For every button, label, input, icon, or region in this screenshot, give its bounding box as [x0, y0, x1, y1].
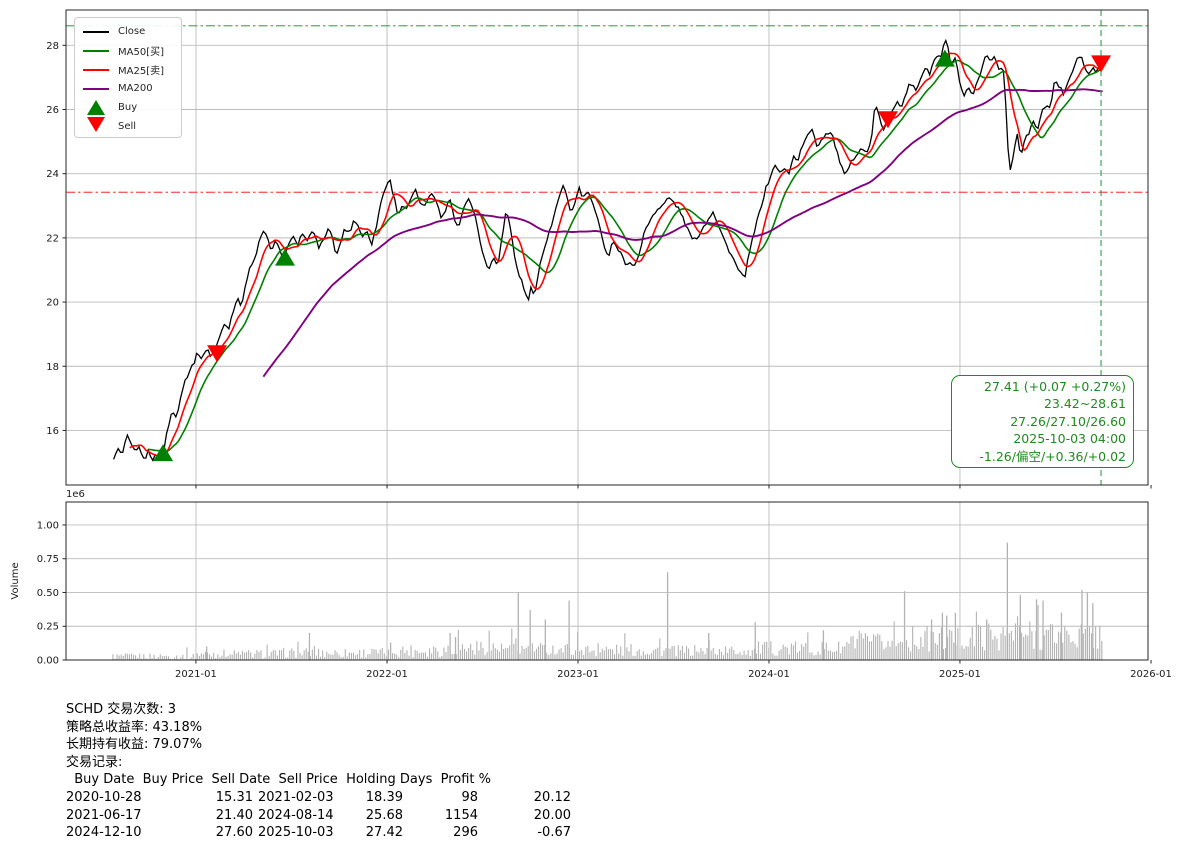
legend-item-sell: Sell [81, 117, 181, 136]
annotation-range: 23.42~28.61 [1043, 396, 1126, 412]
legend-item-close: Close [81, 22, 181, 41]
trade-count: SCHD 交易次数: 3 [66, 702, 177, 717]
svg-text:2022-01: 2022-01 [366, 669, 408, 680]
profit-pct: -0.67 [537, 825, 571, 841]
svg-text:0.75: 0.75 [37, 554, 59, 565]
ma50-line-swatch [83, 49, 109, 52]
legend-item-buy: Buy [81, 98, 181, 117]
legend-label: Buy [118, 102, 138, 113]
buy-triangle-icon [87, 100, 105, 115]
holding-days: 98 [461, 789, 478, 805]
trade-log-title: 交易记录: [66, 754, 123, 770]
buy-date: 2020-10-28 [66, 789, 142, 805]
sell-price: 27.42 [365, 825, 403, 841]
axes-spines [65, 9, 1149, 661]
svg-text:2023-01: 2023-01 [557, 669, 599, 680]
annotation-bias: -1.26/偏空/+0.36/+0.02 [979, 448, 1126, 464]
strategy-return: 策略总收益率: 43.18% [66, 719, 203, 735]
chart-canvas: 16 18 20 22 24 26 28 0.00 0.25 0.50 0.75 1.00 2021-0… [10, 9, 1172, 680]
close-line-swatch [83, 30, 109, 33]
ma25-line-swatch [83, 68, 109, 71]
svg-text:22: 22 [46, 233, 59, 244]
buy-sell-markers [153, 49, 1112, 462]
legend-label: MA200 [118, 83, 153, 94]
axis-ticks-and-labels: 16 18 20 22 24 26 28 0.00 0.25 0.50 0.75 1.00 2021-0… [10, 41, 1172, 680]
sell-date: 2025-10-03 [258, 825, 334, 841]
ma200-line-swatch [83, 87, 109, 90]
profit-pct: 20.00 [533, 807, 571, 823]
legend-item-ma200: MA200 [81, 79, 181, 98]
sell-triangle-icon [87, 117, 105, 132]
svg-text:0.25: 0.25 [37, 622, 59, 633]
svg-text:0.00: 0.00 [37, 656, 59, 667]
reference-lines [66, 25, 1148, 193]
svg-text:2026-01: 2026-01 [1130, 669, 1172, 680]
holding-days: 296 [453, 825, 478, 841]
svg-text:28: 28 [46, 41, 59, 52]
buy-price: 21.40 [215, 807, 253, 823]
volume-bars [112, 542, 1103, 660]
last-quote-annotation: 27.41 (+0.07 +0.27%) 23.42~28.61 27.26/2… [951, 375, 1134, 468]
buy-price: 27.60 [215, 825, 253, 841]
svg-text:1.00: 1.00 [37, 520, 59, 531]
legend: Close MA50[买] MA25[卖] MA200 Buy Sell [74, 17, 182, 138]
svg-text:1e6: 1e6 [66, 489, 85, 500]
svg-text:26: 26 [46, 105, 59, 116]
svg-text:2021-01: 2021-01 [175, 669, 217, 680]
trade-row: 2020-10-28 15.31 2021-02-03 18.39 98 20.… [66, 789, 766, 807]
buy-price: 15.31 [215, 789, 253, 805]
trade-table-header: Buy Date Buy Price Sell Date Sell Price … [66, 772, 492, 788]
sell-date: 2021-02-03 [258, 789, 334, 805]
svg-text:24: 24 [46, 169, 59, 180]
buy-hold-return: 长期持有收益: 79.07% [66, 737, 203, 753]
svg-text:2024-01: 2024-01 [748, 669, 790, 680]
svg-text:18: 18 [46, 362, 59, 373]
strategy-summary: SCHD 交易次数: 3 策略总收益率: 43.18% 长期持有收益: 79.0… [66, 701, 766, 842]
svg-text:0.50: 0.50 [37, 588, 59, 599]
gridlines [66, 10, 1149, 661]
trade-row: 2021-06-17 21.40 2024-08-14 25.68 1154 2… [66, 807, 766, 825]
legend-label: MA25[卖] [118, 66, 164, 77]
sell-price: 25.68 [365, 807, 403, 823]
buy-date: 2024-12-10 [66, 825, 142, 841]
legend-label: MA50[买] [118, 47, 164, 58]
svg-text:20: 20 [46, 298, 59, 309]
legend-item-ma50: MA50[买] [81, 41, 181, 60]
annotation-price-change: 27.41 (+0.07 +0.27%) [984, 379, 1126, 394]
annotation-datetime: 2025-10-03 04:00 [1013, 431, 1126, 447]
svg-text:Volume: Volume [10, 562, 21, 599]
holding-days: 1154 [444, 807, 478, 823]
buy-date: 2021-06-17 [66, 807, 142, 823]
sell-date: 2024-08-14 [258, 807, 334, 823]
profit-pct: 20.12 [533, 789, 571, 805]
legend-label: Sell [118, 121, 137, 132]
svg-text:2025-01: 2025-01 [939, 669, 981, 680]
legend-item-ma25: MA25[卖] [81, 60, 181, 79]
svg-text:16: 16 [46, 426, 59, 437]
trade-row: 2024-12-10 27.60 2025-10-03 27.42 296 -0… [66, 824, 766, 842]
legend-label: Close [118, 26, 146, 37]
sell-price: 18.39 [365, 789, 403, 805]
annotation-mas: 27.26/27.10/26.60 [1010, 413, 1126, 429]
